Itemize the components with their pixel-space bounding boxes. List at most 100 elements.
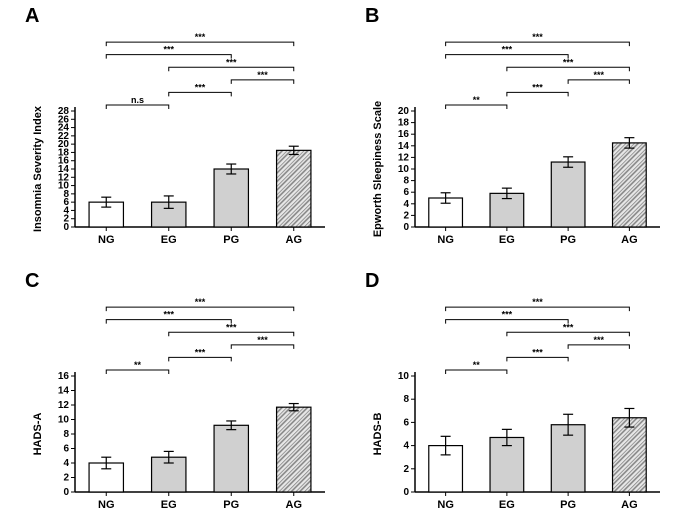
y-tick-label: 14 (58, 386, 70, 397)
sig-label: *** (563, 57, 574, 67)
bar-pg (551, 162, 585, 227)
y-tick-label: 18 (398, 118, 410, 129)
category-label-eg: EG (499, 499, 515, 511)
figure-container: A0246810121416182022242628Insomnia Sever… (0, 0, 685, 526)
category-label-pg: PG (560, 499, 576, 511)
sig-label: *** (195, 82, 206, 92)
panel-label-d: D (365, 270, 379, 293)
sig-label: *** (502, 45, 513, 55)
panel-c: C0246810121416HADS-ANGEGPGAG************… (25, 270, 335, 520)
bar-pg (214, 169, 248, 227)
sig-bracket (446, 55, 569, 59)
y-tick-label: 0 (63, 487, 69, 498)
category-label-pg: PG (223, 499, 239, 511)
y-tick-label: 6 (63, 444, 69, 455)
bar-ag (613, 143, 647, 227)
sig-bracket (507, 332, 630, 336)
y-axis-label: HADS-B (372, 413, 384, 456)
category-label-eg: EG (499, 234, 515, 246)
sig-label: *** (532, 82, 543, 92)
category-label-ag: AG (286, 499, 303, 511)
category-label-ng: NG (437, 499, 454, 511)
panel-a: A0246810121416182022242628Insomnia Sever… (25, 5, 335, 255)
sig-bracket (446, 42, 630, 46)
chart-c: 0246810121416HADS-ANGEGPGAG*************… (25, 270, 335, 520)
sig-bracket (169, 357, 232, 361)
chart-b: 02468101214161820Epworth Sleepiness Scal… (365, 5, 670, 255)
sig-label: ** (473, 360, 481, 370)
y-tick-label: 10 (398, 371, 410, 382)
sig-label: *** (532, 347, 543, 357)
y-tick-label: 10 (398, 164, 410, 175)
panel-label-b: B (365, 5, 379, 28)
bar-pg (214, 425, 248, 492)
panel-label-a: A (25, 5, 39, 28)
y-tick-label: 2 (403, 210, 409, 221)
sig-bracket (169, 92, 232, 96)
sig-bracket (169, 332, 294, 336)
category-label-ag: AG (621, 499, 638, 511)
y-tick-label: 12 (398, 152, 410, 163)
sig-bracket (568, 80, 629, 84)
sig-label: *** (593, 70, 604, 80)
sig-label: *** (532, 32, 543, 42)
y-tick-label: 12 (58, 400, 70, 411)
y-tick-label: 6 (403, 187, 409, 198)
category-label-ng: NG (98, 234, 115, 246)
category-label-pg: PG (223, 234, 239, 246)
sig-label: *** (502, 310, 513, 320)
bar-ag (277, 407, 311, 492)
panel-b: B02468101214161820Epworth Sleepiness Sca… (365, 5, 670, 255)
panel-label-c: C (25, 270, 39, 293)
sig-bracket (231, 345, 294, 349)
category-label-pg: PG (560, 234, 576, 246)
category-label-eg: EG (161, 499, 177, 511)
y-tick-label: 28 (58, 106, 70, 117)
sig-bracket (507, 92, 568, 96)
sig-bracket (106, 307, 294, 311)
y-tick-label: 2 (403, 464, 409, 475)
y-tick-label: 8 (403, 176, 409, 187)
category-label-ng: NG (437, 234, 454, 246)
sig-bracket (446, 320, 569, 324)
y-tick-label: 4 (63, 458, 69, 469)
y-axis-label: Insomnia Severity Index (32, 105, 44, 232)
y-tick-label: 8 (63, 429, 69, 440)
sig-bracket (169, 67, 294, 71)
bar-ag (613, 418, 647, 492)
sig-label: n.s (131, 95, 144, 105)
sig-bracket (106, 370, 169, 374)
chart-d: 0246810HADS-BNGEGPGAG***************** (365, 270, 670, 520)
sig-bracket (446, 105, 507, 109)
y-tick-label: 20 (398, 106, 410, 117)
y-tick-label: 10 (58, 415, 70, 426)
sig-label: *** (195, 347, 206, 357)
sig-bracket (106, 105, 169, 109)
sig-label: *** (532, 297, 543, 307)
y-tick-label: 14 (398, 141, 410, 152)
y-tick-label: 0 (403, 222, 409, 233)
sig-label: *** (163, 310, 174, 320)
sig-label: *** (226, 322, 237, 332)
sig-bracket (106, 42, 294, 46)
sig-label: *** (563, 322, 574, 332)
y-tick-label: 4 (403, 441, 409, 452)
y-tick-label: 0 (403, 487, 409, 498)
sig-label: *** (226, 57, 237, 67)
sig-label: *** (593, 335, 604, 345)
sig-label: ** (134, 360, 142, 370)
sig-bracket (507, 357, 568, 361)
sig-label: *** (195, 297, 206, 307)
category-label-ag: AG (621, 234, 638, 246)
y-tick-label: 16 (398, 129, 410, 140)
y-tick-label: 6 (403, 417, 409, 428)
y-tick-label: 2 (63, 473, 69, 484)
category-label-ag: AG (286, 234, 303, 246)
sig-label: *** (257, 335, 268, 345)
sig-bracket (568, 345, 629, 349)
sig-label: ** (473, 95, 481, 105)
category-label-eg: EG (161, 234, 177, 246)
sig-label: *** (195, 32, 206, 42)
category-label-ng: NG (98, 499, 115, 511)
sig-bracket (106, 55, 231, 59)
